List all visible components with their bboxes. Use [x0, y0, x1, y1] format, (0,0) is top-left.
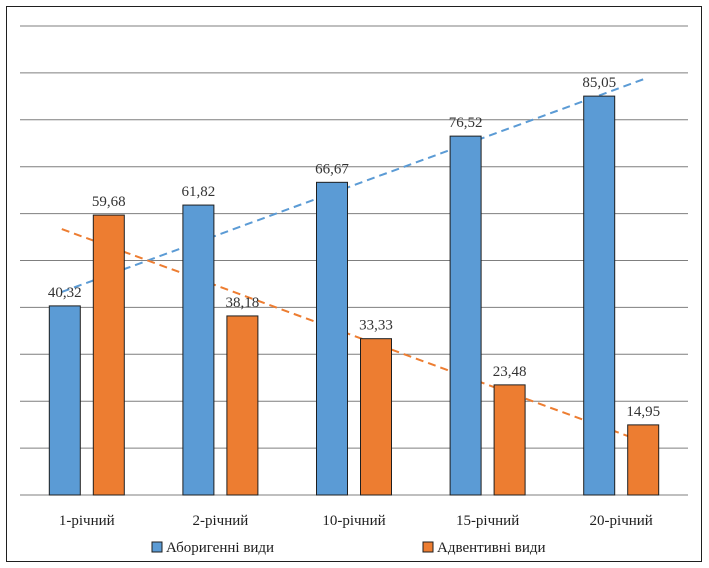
trendline-adventive	[61, 228, 647, 444]
data-label: 66,67	[315, 161, 349, 177]
category-labels: 1-річний 2-річний 10-річний 15-річний 20-річ…	[59, 513, 653, 529]
bar-aboriginal	[583, 95, 616, 496]
bar-aboriginal	[182, 204, 215, 496]
category-label: 2-річний	[193, 513, 249, 529]
bar-adventive	[92, 214, 125, 496]
category-label: 15-річний	[456, 513, 519, 529]
gridlines	[20, 25, 688, 496]
legend-swatch-aboriginal	[151, 541, 163, 553]
data-label: 85,05	[582, 75, 616, 91]
data-labels: 40,32 59,68 61,82 38,18 66,67 33,33 76,52 23,48…	[48, 75, 660, 420]
data-label: 61,82	[182, 184, 216, 200]
data-label: 38,18	[226, 295, 260, 311]
category-label: 20-річний	[590, 513, 653, 529]
bar-adventive	[226, 315, 259, 496]
data-label: 40,32	[48, 285, 82, 301]
data-label: 33,33	[359, 318, 393, 334]
bar-aboriginal	[316, 181, 348, 496]
bar-adventive	[493, 384, 526, 496]
data-label: 14,95	[626, 404, 660, 420]
legend-label: Аборигенні види	[166, 540, 274, 556]
category-label: 1-річний	[59, 513, 115, 529]
bar-adventive	[360, 338, 392, 496]
bars	[48, 95, 660, 496]
bar-aboriginal	[449, 135, 482, 496]
bar-aboriginal	[48, 305, 81, 496]
data-label: 76,52	[449, 115, 483, 131]
trendline-aboriginal	[61, 77, 647, 293]
data-label: 23,48	[493, 364, 527, 380]
legend: Аборигенні види Адвентивні види	[151, 540, 546, 556]
legend-label: Адвентивні види	[437, 540, 546, 556]
data-label: 59,68	[92, 194, 126, 210]
category-label: 10-річний	[322, 513, 385, 529]
bar-adventive	[627, 424, 660, 496]
legend-swatch-adventive	[422, 541, 434, 553]
